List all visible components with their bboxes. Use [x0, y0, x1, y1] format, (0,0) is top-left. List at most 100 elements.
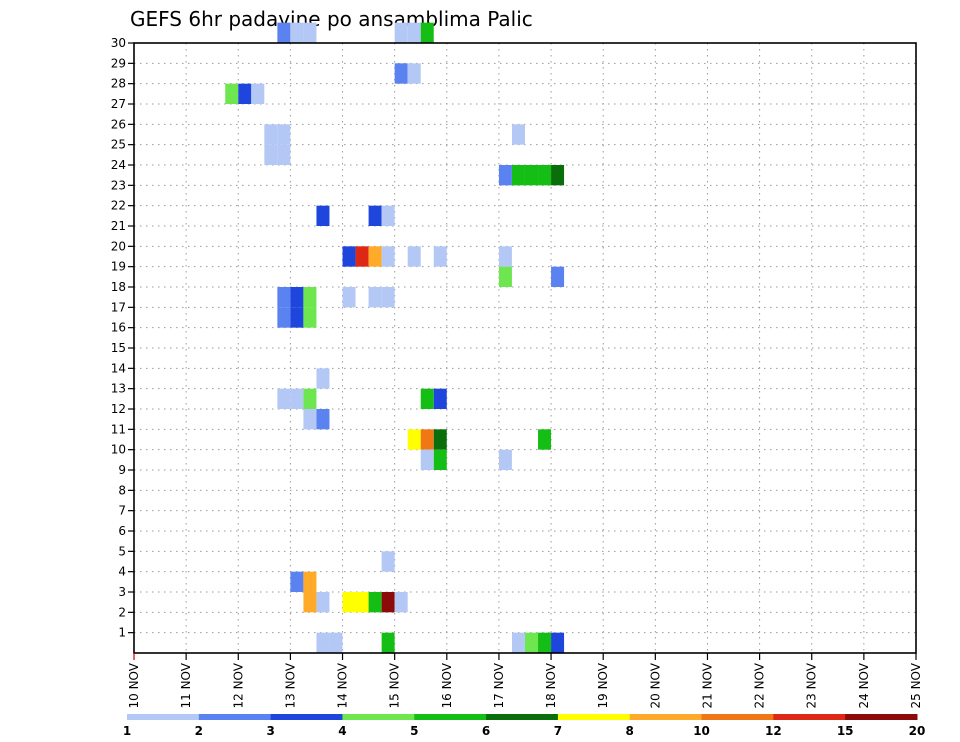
precip-cell [498, 266, 512, 287]
precip-cell [303, 307, 317, 328]
precip-cell [303, 388, 317, 409]
precip-cell [290, 22, 304, 43]
precip-cell [277, 124, 291, 145]
y-tick-label: 13 [111, 382, 126, 396]
precip-cell [316, 592, 330, 613]
precip-cell [316, 409, 330, 430]
y-tick-label: 28 [111, 77, 126, 91]
legend-swatch [127, 714, 200, 720]
x-tick-label: 21 NOV [700, 662, 714, 708]
precip-cell [316, 205, 330, 226]
legend-label: 20 [909, 724, 926, 738]
precip-cell [407, 63, 421, 84]
x-tick-label: 24 NOV [857, 662, 871, 708]
legend-label: 1 [123, 724, 131, 738]
precip-cell [355, 592, 369, 613]
y-tick-label: 15 [111, 341, 126, 355]
legend-label: 12 [765, 724, 782, 738]
y-tick-label: 27 [111, 97, 126, 111]
chart-title: GEFS 6hr padavine po ansamblima Palic [130, 7, 533, 31]
legend-label: 6 [482, 724, 490, 738]
precip-cell [316, 632, 330, 653]
x-tick-label: 23 NOV [805, 662, 819, 708]
legend-swatch [486, 714, 559, 720]
y-tick-label: 5 [118, 544, 126, 558]
precip-cell [303, 571, 317, 592]
precip-cell [290, 571, 304, 592]
precip-cell [368, 246, 382, 267]
precip-cell [277, 307, 291, 328]
y-tick-label: 9 [118, 463, 126, 477]
precip-cell [420, 22, 434, 43]
legend-label: 4 [338, 724, 346, 738]
precip-cell [433, 246, 447, 267]
x-tick-label: 15 NOV [388, 662, 402, 708]
legend-swatch [701, 714, 774, 720]
precip-cell [381, 287, 395, 308]
legend-label: 15 [837, 724, 854, 738]
y-tick-label: 14 [111, 361, 126, 375]
grid-layer [134, 43, 916, 653]
precip-cell [290, 388, 304, 409]
legend-swatch [845, 714, 918, 720]
precip-cell [420, 449, 434, 470]
y-tick-label: 18 [111, 280, 126, 294]
precip-cell [303, 409, 317, 430]
x-axis: 10 NOV 11 NOV 12 NOV 13 NOV 14 NOV 15 NOV 16 N… [127, 653, 923, 709]
precip-cell [381, 205, 395, 226]
y-tick-label: 19 [111, 260, 126, 274]
precip-cell [538, 632, 552, 653]
precip-cell [264, 144, 278, 165]
precip-cell [316, 368, 330, 389]
y-tick-label: 2 [118, 605, 126, 619]
precip-cell [511, 632, 525, 653]
precip-cell [342, 592, 356, 613]
y-tick-label: 7 [118, 504, 126, 518]
precip-cell [342, 287, 356, 308]
precip-cell [525, 165, 538, 186]
x-tick-label: 10 NOV [127, 662, 141, 708]
precip-cell [498, 165, 512, 186]
precip-cell [551, 632, 565, 653]
precip-cell [538, 165, 552, 186]
precip-cell [551, 165, 565, 186]
precip-cell [303, 22, 317, 43]
precip-cell [381, 246, 395, 267]
y-tick-label: 3 [118, 585, 126, 599]
legend-label: 3 [266, 724, 274, 738]
y-tick-label: 11 [111, 422, 126, 436]
y-tick-label: 16 [111, 321, 126, 335]
color-legend: 1 2 3 4 5 6 7 8 10 12 15 20 [123, 714, 926, 738]
precip-cell [277, 22, 291, 43]
y-tick-label: 30 [111, 36, 126, 50]
precip-cell [277, 388, 291, 409]
x-tick-label: 11 NOV [179, 662, 193, 708]
y-tick-label: 21 [111, 219, 126, 233]
x-tick-label: 13 NOV [283, 662, 297, 708]
legend-label: 8 [626, 724, 634, 738]
precip-cell [277, 287, 291, 308]
precip-cell [433, 429, 447, 450]
x-tick-label: 14 NOV [336, 662, 350, 708]
precip-cell [420, 388, 434, 409]
precip-cell [394, 63, 408, 84]
precip-cell [407, 429, 421, 450]
y-axis: 1234567891011121314151617181920212223242… [111, 36, 134, 640]
precip-cell [290, 287, 304, 308]
y-tick-label: 4 [118, 565, 126, 579]
y-tick-label: 26 [111, 117, 126, 131]
y-tick-label: 22 [111, 199, 126, 213]
legend-swatch [414, 714, 487, 720]
x-tick-label: 17 NOV [492, 662, 506, 708]
precip-cell [381, 592, 395, 613]
y-tick-label: 24 [111, 158, 126, 172]
precip-cell [251, 83, 265, 104]
x-tick-label: 20 NOV [648, 662, 662, 708]
precip-cell [381, 632, 395, 653]
x-tick-label: 12 NOV [231, 662, 245, 708]
precip-cell [394, 592, 408, 613]
precip-cell [225, 83, 239, 104]
y-tick-label: 1 [118, 626, 126, 640]
precip-cell [551, 266, 565, 287]
